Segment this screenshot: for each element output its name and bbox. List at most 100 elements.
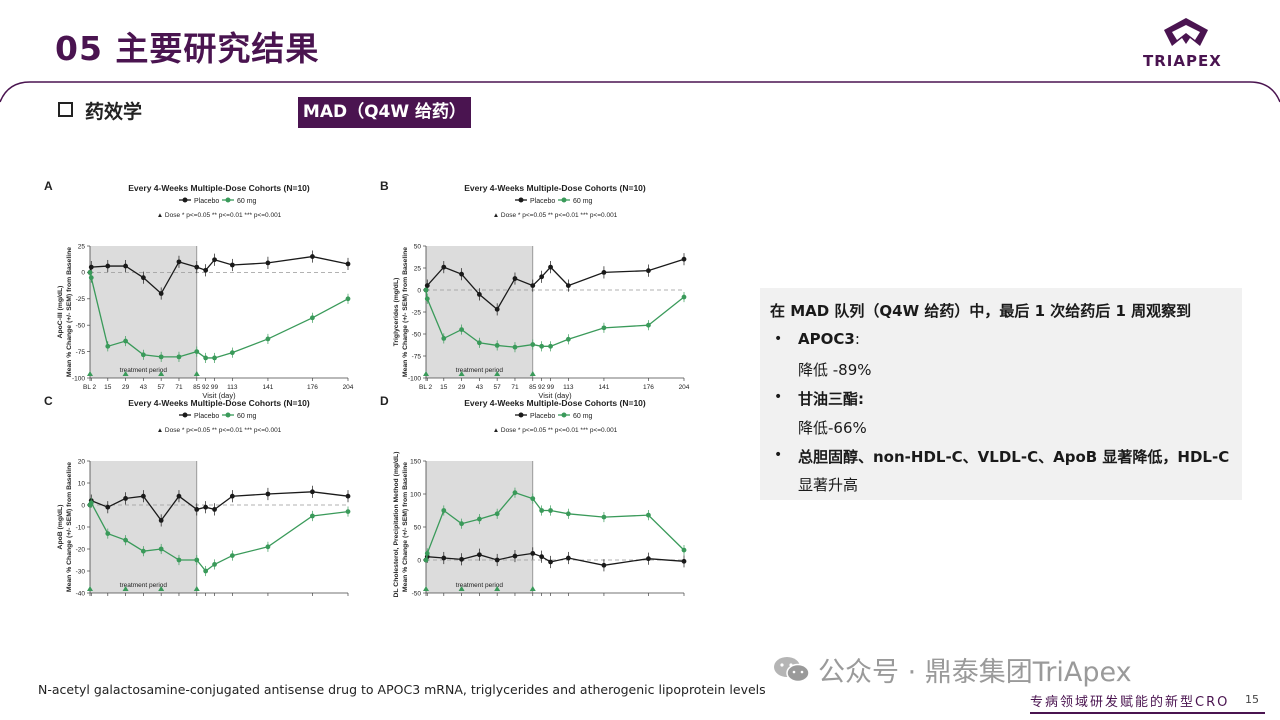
- data-point-60mg: [646, 322, 651, 328]
- data-point-60mg: [194, 349, 200, 354]
- wechat-icon: [774, 657, 810, 683]
- data-point-60mg: [158, 354, 164, 360]
- chart-title: Every 4-Weeks Multiple-Dose Cohorts (N=1…: [128, 398, 310, 408]
- summary-item-detail: 降低 -89%: [798, 361, 872, 379]
- page-title: 05 主要研究结果: [55, 29, 320, 68]
- data-point-placebo: [530, 551, 536, 556]
- x-tick-label: 141: [263, 384, 274, 391]
- y-axis-label: Triglycerides (mg/dL) Mean % Change (+/- …: [393, 247, 409, 377]
- data-point-placebo: [105, 263, 111, 269]
- data-point-60mg: [459, 521, 464, 527]
- summary-item-tg: 甘油三酯:: [798, 390, 864, 408]
- data-point-60mg: [345, 296, 351, 302]
- checkbox-square-icon: [58, 102, 73, 117]
- x-tick-label: 85: [193, 384, 201, 391]
- data-point-60mg: [88, 275, 94, 281]
- data-point-60mg: [681, 294, 687, 300]
- x-tick-label: BL: [419, 384, 427, 391]
- data-point-placebo: [105, 504, 111, 510]
- data-point-60mg: [494, 511, 500, 517]
- data-point-placebo: [681, 558, 687, 564]
- chart-panel-b: B Every 4-Weeks Multiple-Dose Cohorts (N=…: [380, 179, 690, 400]
- x-tick-label: 29: [458, 384, 466, 391]
- data-point-placebo: [158, 518, 164, 523]
- y-tick-label: 50: [414, 243, 422, 250]
- data-point-placebo: [194, 264, 200, 270]
- y-tick-label: -75: [412, 353, 422, 360]
- y-tick-label: -75: [76, 349, 86, 356]
- data-point-placebo: [565, 283, 571, 288]
- y-tick-label: 0: [81, 270, 85, 277]
- data-point-60mg: [539, 508, 545, 513]
- footnote-reference: N-acetyl galactosamine-conjugated antise…: [38, 682, 766, 697]
- legend-label-60mg: 60 mg: [237, 198, 257, 205]
- legend-label-placebo: Placebo: [194, 198, 219, 205]
- data-point-placebo: [530, 283, 536, 288]
- data-point-60mg: [203, 568, 209, 574]
- treatment-period-shade: [90, 461, 197, 593]
- data-point-placebo: [494, 557, 500, 563]
- bullet-icon: •: [774, 331, 783, 347]
- legend-label-60mg: 60 mg: [237, 413, 257, 420]
- y-tick-label: 25: [414, 265, 422, 272]
- data-point-60mg: [423, 287, 429, 293]
- data-point-60mg: [423, 557, 429, 563]
- brand-name: TRIAPEX: [1143, 52, 1222, 70]
- data-point-placebo: [310, 254, 315, 259]
- dose-marker-icon: [122, 371, 129, 376]
- data-point-60mg: [229, 553, 235, 558]
- data-point-60mg: [681, 547, 687, 553]
- x-tick-label: 15: [440, 384, 448, 391]
- summary-item-label: APOC3: [798, 330, 855, 348]
- y-axis-label-line: Mean % Change (+/- SEM) from Baseline: [66, 462, 73, 592]
- y-tick-label: -100: [408, 375, 421, 382]
- data-point-60mg: [265, 336, 271, 342]
- y-tick-label: -25: [412, 309, 422, 316]
- data-point-placebo: [476, 552, 482, 558]
- dose-marker-icon: [423, 371, 429, 376]
- y-tick-label: -50: [412, 331, 422, 338]
- legend-significance: ▲ Dose * p<=0.05 ** p<=0.01 *** p<=0.001: [157, 427, 282, 434]
- y-axis-label-line: Triglycerides (mg/dL): [393, 278, 400, 347]
- x-tick-label: 15: [104, 384, 112, 391]
- data-point-placebo: [123, 263, 128, 269]
- data-point-placebo: [601, 270, 607, 275]
- y-tick-label: 0: [81, 502, 85, 509]
- y-tick-label: 20: [78, 458, 86, 465]
- x-tick-label: 92: [202, 384, 210, 391]
- series-line-placebo: [89, 491, 349, 522]
- legend-marker-60mg: [561, 197, 567, 203]
- data-point-placebo: [229, 262, 235, 268]
- y-axis-label-line: ApoB (mg/dL): [57, 505, 64, 550]
- data-point-placebo: [212, 507, 217, 512]
- legend-label-placebo: Placebo: [530, 198, 555, 205]
- data-point-60mg: [105, 531, 111, 536]
- data-point-60mg: [265, 544, 271, 550]
- y-tick-label: -10: [76, 524, 86, 531]
- dose-marker-icon: [158, 586, 165, 591]
- mad-q4w-tag: MAD（Q4W 给药）: [298, 97, 471, 128]
- summary-item-suffix: :: [854, 330, 860, 348]
- x-tick-label: 57: [158, 384, 166, 391]
- y-axis-label-line: ApoC-III (mg/dL): [57, 286, 64, 339]
- data-point-60mg: [105, 343, 111, 349]
- data-point-60mg: [539, 343, 545, 349]
- pd-charts-figure: A Every 4-Weeks Multiple-Dose Cohorts (N=…: [44, 179, 690, 598]
- data-point-placebo: [88, 264, 94, 270]
- data-point-60mg: [512, 490, 518, 496]
- data-point-placebo: [176, 493, 182, 499]
- watermark-text: 公众号 · 鼎泰集团TriApex: [818, 657, 1132, 688]
- series-line-60mg: [89, 501, 349, 572]
- data-point-placebo: [140, 493, 146, 499]
- y-axis-label-line: Mean % Change (+/- SEM) from Baseline: [402, 462, 409, 592]
- dose-marker-icon: [87, 371, 93, 376]
- legend-label-60mg: 60 mg: [573, 198, 593, 205]
- summary-box: 在 MAD 队列（Q4W 给药）中，最后 1 次给药后 1 周观察到 • APO…: [760, 288, 1242, 500]
- y-axis-label: ApoC-III (mg/dL) Mean % Change (+/- SEM) …: [57, 247, 73, 377]
- data-point-placebo: [176, 259, 182, 265]
- legend-significance: ▲ Dose * p<=0.05 ** p<=0.01 *** p<=0.001: [493, 427, 618, 434]
- data-point-60mg: [424, 551, 430, 556]
- x-tick-label: 57: [494, 384, 502, 391]
- summary-item-detail: 降低-66%: [798, 419, 867, 437]
- data-point-placebo: [548, 264, 553, 270]
